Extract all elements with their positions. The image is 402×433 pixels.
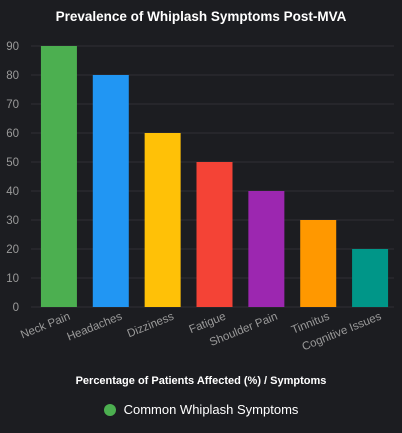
bar-headaches[interactable]	[92, 75, 129, 307]
y-tick-label: 30	[6, 215, 19, 227]
x-tick-label: Dizziness	[126, 311, 176, 341]
y-tick-label: 80	[6, 70, 19, 82]
bar-neck-pain[interactable]	[40, 46, 77, 307]
legend-swatch	[103, 403, 116, 416]
y-tick-label: 20	[6, 244, 19, 256]
y-tick-label: 40	[6, 186, 19, 198]
chart-title: Prevalence of Whiplash Symptoms Post-MVA	[55, 9, 347, 24]
y-tick-label: 50	[6, 157, 19, 169]
x-axis-title: Percentage of Patients Affected (%) / Sy…	[75, 375, 327, 387]
y-tick-label: 0	[13, 302, 19, 314]
x-tick-label: Neck Pain	[19, 311, 72, 342]
y-tick-label: 70	[6, 99, 19, 111]
bar-cognitive-issues[interactable]	[352, 249, 389, 307]
bar-shoulder-pain[interactable]	[248, 191, 285, 307]
y-tick-label: 10	[6, 273, 19, 285]
bar-fatigue[interactable]	[196, 162, 233, 307]
y-tick-label: 60	[6, 128, 19, 140]
legend[interactable]: Common Whiplash Symptoms	[0, 402, 402, 417]
bar-tinnitus[interactable]	[300, 220, 337, 307]
x-tick-label: Headaches	[65, 311, 124, 344]
legend-label: Common Whiplash Symptoms	[123, 402, 299, 417]
y-tick-label: 90	[6, 41, 19, 53]
bar-dizziness[interactable]	[144, 133, 181, 307]
